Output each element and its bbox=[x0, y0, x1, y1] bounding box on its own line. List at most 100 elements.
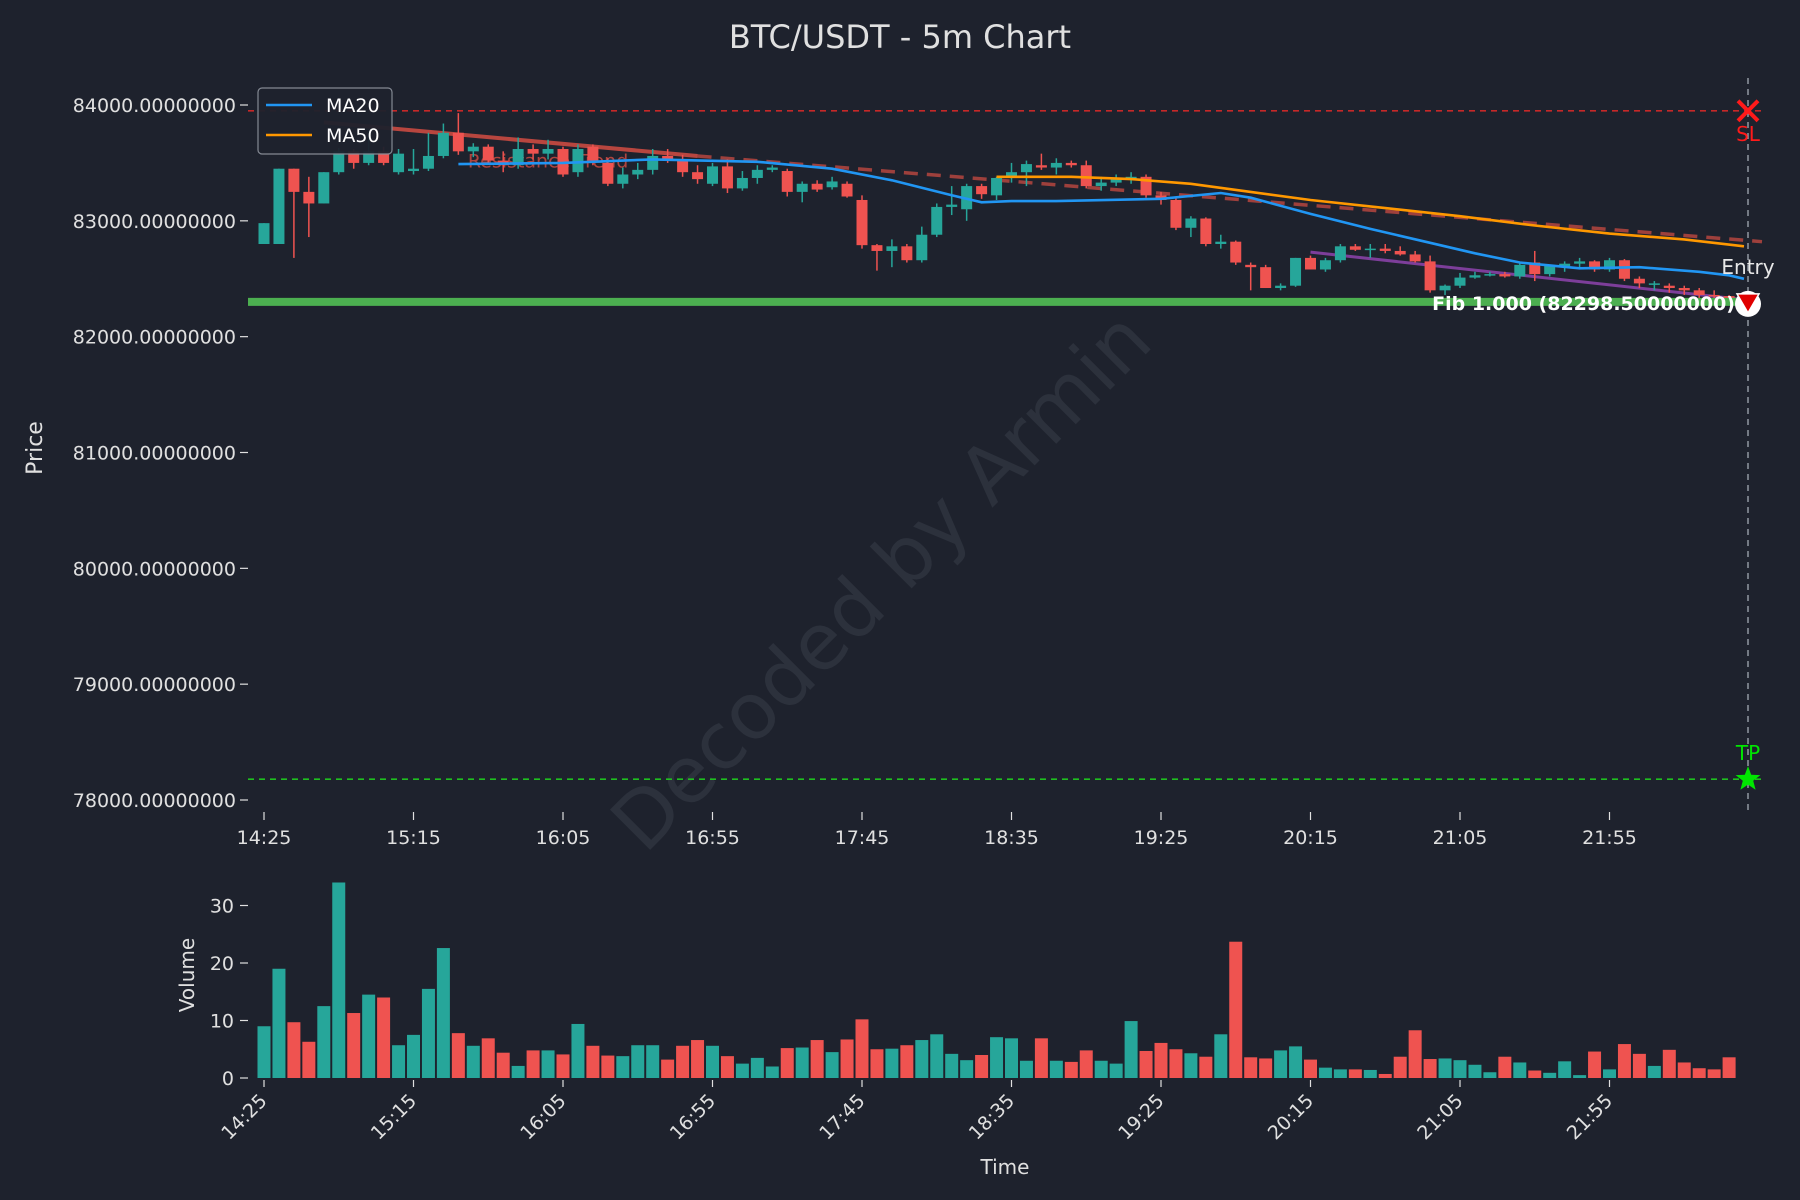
volume-bar bbox=[631, 1045, 645, 1078]
candle-body bbox=[1663, 285, 1675, 289]
volume-x-axis-label: Time bbox=[980, 1155, 1030, 1179]
candle-body bbox=[781, 171, 793, 192]
volume-bar bbox=[1154, 1042, 1168, 1078]
candle-body bbox=[1499, 274, 1511, 277]
volume-bar bbox=[1363, 1069, 1377, 1078]
volume-bar bbox=[1304, 1059, 1317, 1078]
candle-body bbox=[1723, 296, 1735, 300]
volume-bar bbox=[1677, 1062, 1691, 1078]
volume-bar bbox=[1274, 1050, 1288, 1078]
volume-bar bbox=[990, 1037, 1004, 1078]
price-axis-label: Price bbox=[23, 421, 48, 475]
candle-body bbox=[408, 168, 419, 172]
candle-body bbox=[841, 183, 853, 197]
volume-axis-label: Volume bbox=[175, 938, 199, 1012]
volume-bar bbox=[1034, 1038, 1048, 1078]
time-tick-label: 19:25 bbox=[1134, 827, 1189, 849]
volume-bar bbox=[975, 1055, 989, 1078]
price-tick-label: 81000.00000000 bbox=[73, 443, 236, 465]
ma50-line bbox=[996, 175, 1745, 248]
candle-body bbox=[1245, 264, 1257, 268]
candle-body bbox=[273, 168, 285, 244]
time-tick-label: 16:05 bbox=[536, 827, 591, 849]
candle-body bbox=[467, 146, 479, 152]
price-tick-label: 78000.00000000 bbox=[73, 790, 236, 812]
candle-body bbox=[1200, 218, 1212, 244]
legend-label-ma50: MA50 bbox=[326, 125, 380, 147]
support-trend-line bbox=[1310, 250, 1745, 302]
candle-body bbox=[1275, 285, 1287, 289]
candle-body bbox=[258, 223, 270, 244]
volume-bar bbox=[1662, 1049, 1676, 1078]
candle-body bbox=[647, 155, 659, 170]
volume-bar bbox=[915, 1040, 929, 1078]
candle-body bbox=[482, 146, 494, 161]
volume-bar bbox=[586, 1045, 600, 1078]
candle-body bbox=[1095, 182, 1107, 187]
candle-body bbox=[1708, 294, 1720, 297]
volume-bar bbox=[1528, 1070, 1542, 1078]
volume-bar bbox=[960, 1060, 974, 1078]
volume-bar bbox=[1184, 1053, 1198, 1078]
legend: MA20 MA50 bbox=[257, 87, 393, 155]
entry-label: Entry bbox=[1721, 255, 1774, 279]
candle-body bbox=[677, 160, 689, 173]
candle-body bbox=[1469, 275, 1481, 278]
volume-bar bbox=[377, 997, 391, 1078]
volume-bar bbox=[1573, 1075, 1587, 1078]
volume-bar bbox=[1169, 1049, 1183, 1078]
volume-bar bbox=[317, 1006, 331, 1078]
candle-body bbox=[1574, 261, 1586, 264]
volume-bar bbox=[1722, 1057, 1736, 1078]
candle-body bbox=[632, 169, 644, 175]
volume-bar bbox=[1124, 1021, 1138, 1078]
volume-bar bbox=[257, 1026, 271, 1078]
volume-bar bbox=[720, 1056, 734, 1078]
candle-body bbox=[333, 151, 345, 173]
volume-bar bbox=[1423, 1059, 1437, 1078]
candle-body bbox=[1454, 277, 1466, 286]
volume-bar bbox=[466, 1045, 480, 1078]
volume-bar bbox=[646, 1045, 660, 1078]
candle-body bbox=[662, 155, 674, 161]
volume-bar bbox=[1139, 1050, 1153, 1078]
volume-bar bbox=[1005, 1038, 1018, 1078]
volume-bar bbox=[825, 1052, 839, 1078]
volume-bar bbox=[855, 1019, 869, 1078]
candle-body bbox=[871, 245, 883, 251]
volume-bar bbox=[735, 1063, 749, 1078]
volume-tick-label: 30 bbox=[210, 896, 234, 918]
price-tick-label: 80000.00000000 bbox=[73, 558, 236, 580]
candle-body bbox=[721, 166, 733, 189]
candle-body bbox=[422, 155, 434, 169]
candle-body bbox=[587, 146, 599, 161]
volume-bar bbox=[287, 1022, 301, 1078]
candle-body bbox=[1618, 260, 1630, 279]
candle-body bbox=[1409, 254, 1421, 262]
time-tick-label: 20:15 bbox=[1283, 827, 1338, 849]
volume-bar bbox=[930, 1034, 944, 1078]
volume-bar bbox=[347, 1013, 361, 1078]
candle-body bbox=[318, 172, 330, 204]
volume-bar bbox=[885, 1048, 899, 1078]
time-tick-label: 18:35 bbox=[984, 827, 1039, 849]
volume-bar bbox=[1229, 941, 1243, 1078]
take-profit-label: TP bbox=[1735, 741, 1760, 765]
price-tick-label: 83000.00000000 bbox=[73, 211, 236, 233]
volume-bar bbox=[1617, 1044, 1631, 1078]
candle-body bbox=[1544, 266, 1556, 275]
volume-bar bbox=[451, 1033, 465, 1078]
volume-bar bbox=[1453, 1060, 1467, 1078]
candle-body bbox=[1424, 261, 1436, 291]
volume-bar bbox=[1244, 1057, 1258, 1078]
candle-body bbox=[991, 177, 1003, 196]
candle-body bbox=[931, 206, 943, 235]
volume-bar bbox=[302, 1041, 316, 1078]
candle-body bbox=[976, 186, 988, 195]
time-tick-label: 16:55 bbox=[685, 827, 740, 849]
candle-body bbox=[1065, 162, 1077, 166]
volume-bar bbox=[661, 1059, 675, 1078]
volume-tick-label: 20 bbox=[210, 953, 234, 975]
candle-body bbox=[1006, 172, 1017, 178]
